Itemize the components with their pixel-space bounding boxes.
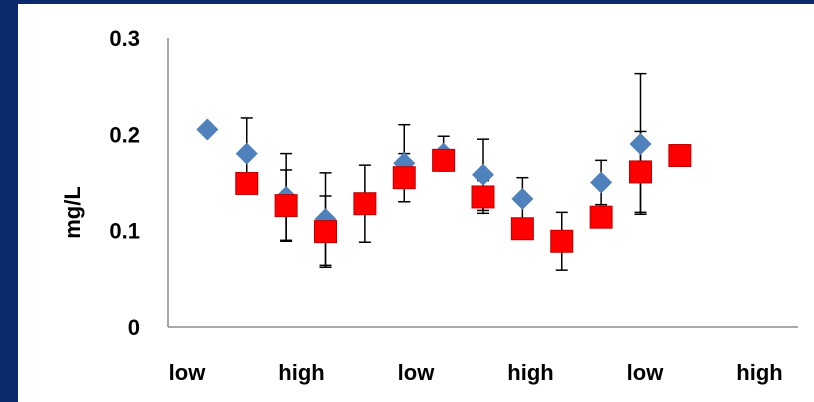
data-point [274, 194, 298, 218]
data-point [511, 187, 534, 210]
data-point [314, 220, 337, 244]
data-point [629, 160, 652, 184]
data-point [668, 144, 692, 168]
x-tick-label: low [398, 360, 436, 385]
x-tick-label: low [627, 360, 665, 385]
x-tick-label: low [169, 360, 207, 385]
y-tick-label: 0.2 [109, 122, 140, 147]
data-point [629, 132, 652, 155]
y-tick-label: 0.1 [109, 219, 140, 244]
y-tick-label: 0 [128, 315, 140, 340]
data-point [235, 142, 258, 165]
chart-panel [18, 4, 814, 402]
data-point [590, 171, 613, 194]
error-bars [240, 72, 647, 271]
x-tick-label: high [736, 360, 782, 385]
series-1 [196, 118, 652, 231]
data-point [392, 166, 416, 190]
data-point [432, 148, 456, 172]
data-point [471, 185, 495, 209]
x-tick-labels: low high low high low high [169, 360, 783, 385]
y-axis-label: mg/L [60, 186, 85, 239]
data-point [196, 118, 219, 141]
y-tick-labels: 0 0.1 0.2 0.3 [109, 26, 140, 340]
y-tick-label: 0.3 [109, 26, 140, 51]
x-tick-label: high [278, 360, 324, 385]
data-point [235, 171, 259, 195]
series-2 [235, 144, 692, 253]
x-tick-label: high [507, 360, 553, 385]
data-point [589, 205, 613, 229]
data-point [550, 229, 574, 253]
data-point [353, 192, 377, 216]
series-markers [196, 118, 692, 253]
data-point [472, 163, 494, 186]
axes [167, 38, 798, 328]
data-point [510, 217, 534, 241]
